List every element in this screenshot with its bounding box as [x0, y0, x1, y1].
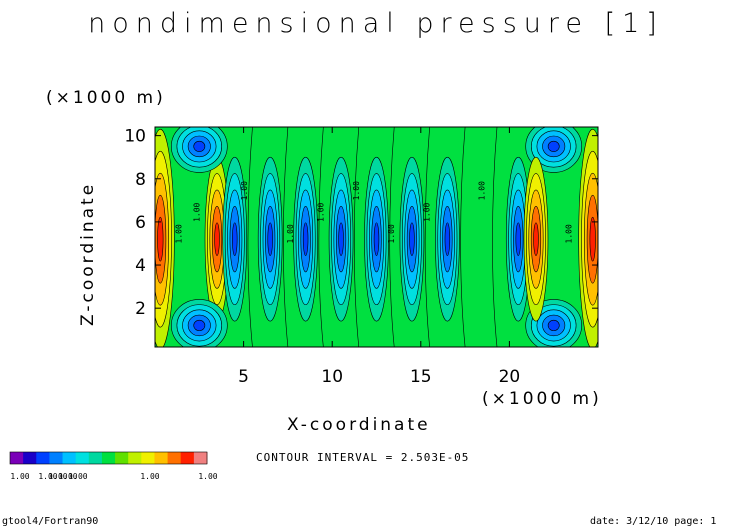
y-tick-label: 2	[135, 299, 146, 319]
contour-band	[232, 222, 238, 256]
contour-label: 1.00	[316, 202, 325, 221]
contour-cell-high	[204, 156, 230, 322]
colorbar-swatch	[101, 452, 116, 464]
colorbar-label: 1.00	[58, 472, 77, 481]
contour-band	[373, 222, 380, 256]
x-tick-label: 10	[321, 367, 343, 387]
contour-cell-low	[505, 156, 531, 322]
contour-label: 1.00	[478, 181, 487, 200]
contour-line	[354, 127, 360, 347]
axis-ticks: 5 10 15 20 2 4 6 8 10	[124, 127, 598, 387]
contour-band	[547, 140, 560, 152]
contour-band	[157, 216, 164, 262]
x-unit-label: (×1000 m)	[482, 389, 602, 409]
contour-interval-text: CONTOUR INTERVAL = 2.503E-05	[256, 451, 470, 464]
colorbar-swatch	[154, 452, 169, 464]
contour-line	[318, 127, 324, 347]
contour-cell-high	[523, 156, 549, 322]
chart-title: nondimensional pressure [1]	[88, 8, 664, 39]
colorbar-swatch	[167, 452, 182, 464]
contour-cell-low	[399, 156, 425, 322]
colorbar-swatch	[62, 452, 77, 464]
y-tick-label: 8	[135, 170, 146, 190]
contour-band	[533, 222, 539, 256]
colorbar-swatch	[180, 452, 195, 464]
y-tick-label: 10	[124, 127, 146, 147]
contour-cell-low	[171, 127, 228, 173]
y-tick-label: 4	[135, 256, 146, 276]
colorbar-swatch	[141, 452, 155, 464]
contour-labels: 1.00 1.00 1.00 1.00 1.00 1.00 1.00 1.00 1.00 1.00	[175, 181, 574, 244]
contour-band	[214, 222, 220, 256]
colorbar-swatch	[75, 452, 90, 464]
contour-band	[515, 222, 521, 256]
contour-line	[389, 127, 395, 347]
colorbar-label: 1.00	[10, 472, 29, 481]
colorbar: 1.00 1.001.001.001.00 1.00 1.00	[9, 451, 218, 481]
contour-band	[409, 222, 415, 256]
contour-line	[283, 127, 289, 347]
colorbar-swatch	[115, 452, 129, 464]
contour-cell-high	[578, 128, 598, 347]
contour-band	[589, 216, 596, 262]
colorbar-swatch	[128, 452, 142, 464]
x-tick-label: 5	[238, 367, 249, 387]
contour-band	[193, 319, 206, 331]
contour-band	[338, 222, 344, 256]
contour-cell-low	[435, 156, 460, 322]
contour-line	[460, 127, 466, 347]
contour-band	[302, 222, 309, 256]
colorbar-label: 1.00	[38, 472, 57, 481]
contour-line	[492, 127, 498, 347]
contour-cell-high	[155, 128, 175, 347]
x-tick-label: 20	[499, 367, 521, 387]
footer-right: date: 3/12/10 page: 1	[590, 516, 717, 527]
colorbar-label: 1.00	[198, 472, 217, 481]
colorbar-swatch	[49, 452, 64, 464]
colorbar-label: 1.00	[68, 472, 87, 481]
contour-cell-low	[171, 299, 228, 347]
colorbar-swatch	[88, 452, 103, 464]
plot-frame	[154, 126, 599, 348]
footer-left: gtool4/Fortran90	[2, 516, 99, 527]
contour-label: 1.00	[564, 224, 573, 243]
colorbar-swatch	[36, 452, 50, 464]
contour-cell-low	[222, 156, 248, 322]
x-tick-label: 15	[410, 367, 432, 387]
contour-cell-low	[364, 156, 389, 322]
y-tick-label: 6	[135, 213, 146, 233]
colorbar-label: 1.00	[140, 472, 159, 481]
y-unit-label: (×1000 m)	[46, 88, 166, 108]
colorbar-swatch	[193, 452, 208, 464]
contour-line	[424, 127, 430, 347]
contour-field	[155, 127, 598, 347]
contour-label: 1.00	[175, 224, 184, 243]
colorbar-label: 1.00	[48, 472, 67, 481]
contour-band	[444, 222, 451, 256]
contour-cell-low	[293, 156, 318, 322]
contour-band	[193, 140, 206, 152]
colorbar-swatch	[10, 452, 24, 464]
contour-line	[247, 127, 253, 347]
contour-label: 1.00	[286, 224, 295, 243]
contour-lines	[247, 127, 498, 347]
colorbar-swatch	[23, 452, 37, 464]
contour-label: 1.00	[192, 202, 201, 221]
contour-band	[267, 222, 273, 256]
x-axis-label: X-coordinate	[287, 415, 431, 435]
y-axis-label: Z-coordinate	[78, 181, 98, 326]
contour-band	[547, 319, 560, 331]
contour-cell-low	[328, 156, 354, 322]
contour-label: 1.00	[240, 181, 249, 200]
contour-cell-low	[257, 156, 283, 322]
contour-label: 1.00	[387, 224, 396, 243]
colorbar-frame	[9, 451, 208, 465]
contour-label: 1.00	[352, 181, 361, 200]
contour-label: 1.00	[423, 202, 432, 221]
